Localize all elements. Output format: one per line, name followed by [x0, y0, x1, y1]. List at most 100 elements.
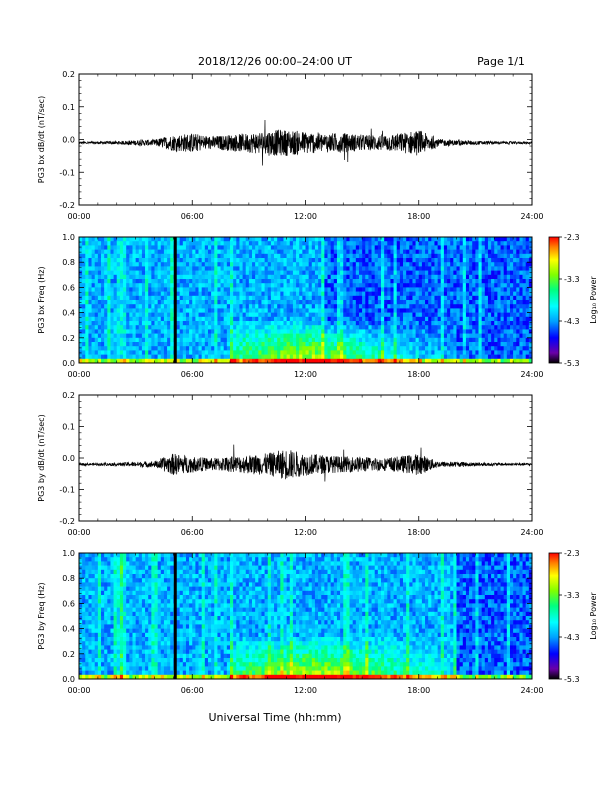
heatmap-cell	[223, 300, 228, 305]
heatmap-cell	[110, 582, 114, 587]
heatmap-cell	[289, 287, 294, 292]
heatmap-cell	[154, 304, 158, 309]
heatmap-cell	[94, 283, 99, 288]
heatmap-cell	[459, 279, 464, 284]
heatmap-cell	[258, 245, 262, 250]
heatmap-cell	[141, 304, 146, 309]
heatmap-cell	[91, 279, 96, 284]
heatmap-cell	[494, 350, 498, 355]
heatmap-cell	[340, 237, 344, 242]
heatmap-cell	[509, 350, 514, 355]
heatmap-cell	[91, 620, 96, 625]
heatmap-cell	[252, 337, 256, 343]
heatmap-cell	[252, 279, 256, 284]
heatmap-cell	[330, 253, 335, 259]
heatmap-cell	[425, 354, 429, 360]
heatmap-cell	[327, 346, 331, 351]
heatmap-cell	[82, 611, 86, 617]
heatmap-cell	[362, 249, 366, 255]
heatmap-cell	[308, 333, 313, 339]
heatmap-cell	[101, 641, 105, 646]
heatmap-cell	[302, 274, 306, 280]
heatmap-cell	[270, 342, 275, 347]
heatmap-cell	[157, 287, 162, 292]
x-tick-label: 18:00	[407, 370, 430, 379]
heatmap-cell	[179, 312, 184, 318]
heatmap-cell	[242, 287, 247, 292]
heatmap-cell	[79, 628, 83, 634]
heatmap-cell	[170, 346, 174, 351]
heatmap-cell	[321, 249, 325, 255]
heatmap-cell	[145, 262, 149, 267]
heatmap-cell	[462, 241, 467, 246]
heatmap-cell	[88, 287, 92, 292]
heatmap-cell	[415, 358, 420, 364]
heatmap-cell	[352, 291, 357, 297]
heatmap-cell	[362, 283, 366, 288]
heatmap-cell	[425, 287, 429, 292]
heatmap-cell	[462, 304, 467, 309]
heatmap-cell	[299, 337, 303, 343]
heatmap-cell	[459, 329, 464, 334]
heatmap-cell	[412, 262, 416, 267]
heatmap-cell	[255, 237, 259, 242]
heatmap-cell	[318, 270, 322, 276]
heatmap-cell	[399, 346, 404, 351]
heatmap-cell	[189, 350, 193, 355]
heatmap-cell	[167, 358, 171, 364]
heatmap-cell	[349, 304, 353, 309]
heatmap-cell	[456, 287, 460, 292]
heatmap-cell	[374, 237, 379, 242]
heatmap-cell	[126, 316, 130, 322]
heatmap-cell	[148, 304, 152, 309]
heatmap-cell	[525, 337, 530, 343]
heatmap-cell	[327, 342, 331, 347]
heatmap-cell	[145, 291, 149, 297]
heatmap-cell	[245, 342, 250, 347]
heatmap-cell	[478, 262, 482, 267]
heatmap-cell	[163, 274, 168, 280]
heatmap-cell	[201, 253, 206, 259]
heatmap-cell	[415, 253, 420, 259]
heatmap-cell	[412, 321, 416, 326]
heatmap-cell	[189, 342, 193, 347]
heatmap-cell	[314, 245, 319, 250]
heatmap-cell	[318, 333, 322, 339]
heatmap-cell	[154, 283, 158, 288]
heatmap-cell	[406, 262, 410, 267]
heatmap-cell	[302, 304, 306, 309]
heatmap-cell	[503, 333, 508, 339]
heatmap-cell	[283, 249, 287, 255]
heatmap-cell	[91, 249, 96, 255]
heatmap-cell	[286, 358, 291, 364]
heatmap-cell	[163, 316, 168, 322]
heatmap-cell	[497, 266, 501, 271]
heatmap-cell	[119, 333, 124, 339]
heatmap-cell	[248, 270, 253, 276]
heatmap-cell	[497, 333, 501, 339]
heatmap-cell	[506, 279, 511, 284]
heatmap-cell	[431, 321, 435, 326]
heatmap-cell	[97, 599, 102, 604]
heatmap-cell	[459, 358, 464, 364]
heatmap-cell	[110, 662, 114, 667]
heatmap-cell	[456, 274, 460, 280]
heatmap-cell	[179, 249, 184, 255]
heatmap-cell	[425, 333, 429, 339]
heatmap-cell	[475, 316, 479, 322]
heatmap-cell	[85, 553, 89, 558]
heatmap-cell	[409, 291, 413, 297]
heatmap-cell	[267, 262, 272, 267]
heatmap-cell	[343, 237, 347, 242]
heatmap-cell	[148, 253, 152, 259]
heatmap-cell	[340, 333, 344, 339]
heatmap-cell	[104, 595, 108, 600]
heatmap-cell	[170, 279, 174, 284]
heatmap-cell	[506, 266, 511, 271]
heatmap-cell	[79, 620, 83, 625]
heatmap-cell	[525, 333, 530, 339]
heatmap-cell	[104, 312, 108, 318]
heatmap-cell	[330, 342, 335, 347]
heatmap-cell	[494, 291, 498, 297]
heatmap-cell	[450, 316, 454, 322]
